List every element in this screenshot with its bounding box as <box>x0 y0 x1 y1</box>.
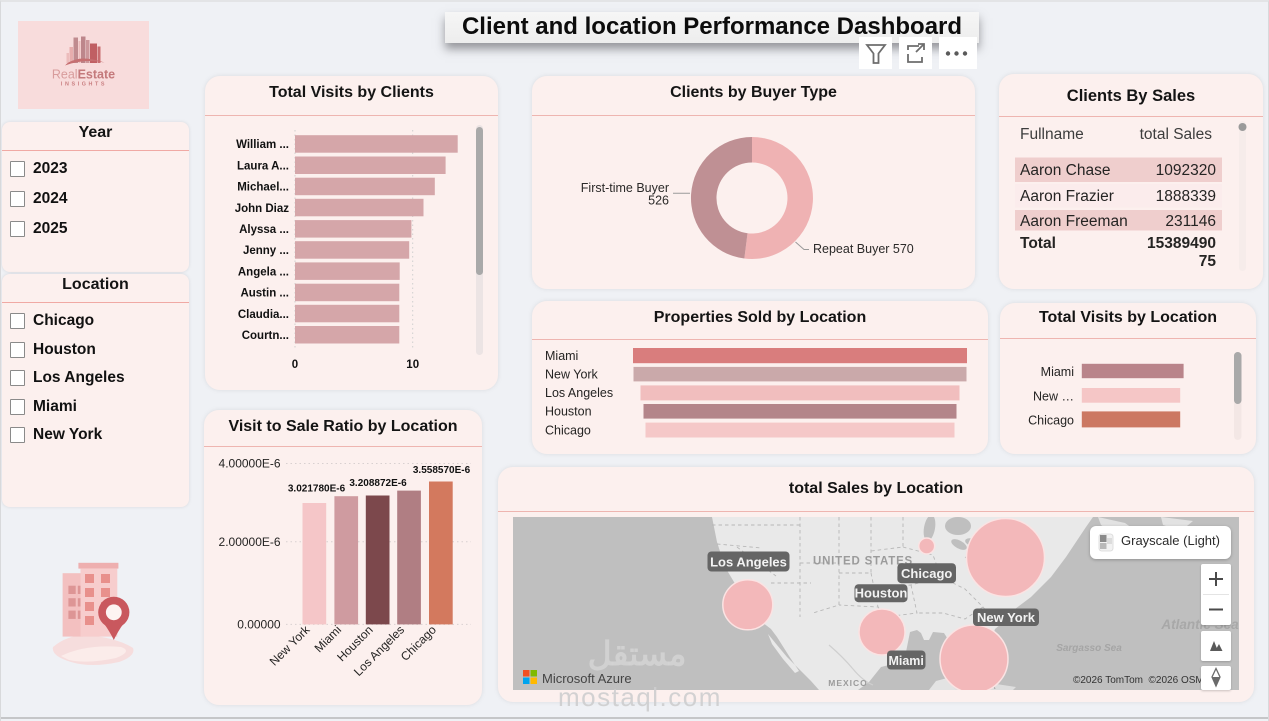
svg-text:Alyssa ...: Alyssa ... <box>239 224 289 236</box>
svg-text:Miami: Miami <box>545 349 578 363</box>
svg-text:1888339: 1888339 <box>1156 188 1216 205</box>
svg-text:William ...: William ... <box>236 139 289 151</box>
svg-text:MEXICO: MEXICO <box>828 678 868 688</box>
svg-text:15389490: 15389490 <box>1147 235 1216 252</box>
svg-text:Repeat Buyer 570: Repeat Buyer 570 <box>813 242 914 256</box>
svg-text:INSIGHTS: INSIGHTS <box>61 82 107 88</box>
svg-text:Jenny ...: Jenny ... <box>243 245 289 257</box>
svg-text:Michael...: Michael... <box>237 182 289 194</box>
svg-text:Houston: Houston <box>545 405 592 419</box>
svg-text:New York: New York <box>977 610 1036 625</box>
svg-text:Microsoft Azure: Microsoft Azure <box>542 671 632 686</box>
svg-text:Angela ...: Angela ... <box>238 266 289 278</box>
svg-text:Houston: Houston <box>855 586 908 601</box>
svg-text:total Sales: total Sales <box>1140 126 1213 143</box>
svg-text:Aaron Chase: Aaron Chase <box>1020 162 1110 179</box>
svg-text:0.00000: 0.00000 <box>237 617 281 631</box>
svg-text:New …: New … <box>1033 389 1074 403</box>
svg-text:75: 75 <box>1199 253 1217 270</box>
svg-text:©2026 TomTom ©2026 OSM Fe: ©2026 TomTom ©2026 OSM Fe <box>1073 675 1221 686</box>
svg-text:Miami: Miami <box>888 654 923 668</box>
svg-text:Claudia...: Claudia... <box>238 309 289 321</box>
svg-text:Austin ...: Austin ... <box>240 288 289 300</box>
svg-text:Aaron Freeman: Aaron Freeman <box>1020 213 1128 230</box>
svg-text:231146: 231146 <box>1165 213 1216 230</box>
svg-text:4.00000E-6: 4.00000E-6 <box>219 457 281 471</box>
svg-text:3.021780E-6: 3.021780E-6 <box>288 484 346 495</box>
svg-text:Chicago: Chicago <box>398 622 439 663</box>
svg-text:Aaron Frazier: Aaron Frazier <box>1020 188 1114 205</box>
svg-text:3.558570E-6: 3.558570E-6 <box>413 465 471 476</box>
svg-text:UNITED STATES: UNITED STATES <box>813 556 913 568</box>
svg-text:Chicago: Chicago <box>1028 413 1074 427</box>
svg-text:RealEstate: RealEstate <box>52 68 115 82</box>
svg-text:Chicago: Chicago <box>901 566 952 581</box>
svg-text:1092320: 1092320 <box>1156 162 1217 179</box>
svg-text:First-time Buyer: First-time Buyer <box>581 181 669 195</box>
svg-text:Courtn...: Courtn... <box>242 330 289 342</box>
svg-text:526: 526 <box>648 194 669 208</box>
svg-text:Chicago: Chicago <box>545 423 591 437</box>
svg-text:Fullname: Fullname <box>1020 126 1084 143</box>
svg-text:John Diaz: John Diaz <box>235 203 290 215</box>
svg-text:3.208872E-6: 3.208872E-6 <box>349 478 407 489</box>
svg-text:Total: Total <box>1020 235 1056 252</box>
svg-text:Miami: Miami <box>1041 365 1074 379</box>
svg-text:2.00000E-6: 2.00000E-6 <box>219 535 281 549</box>
svg-text:Sargasso Sea: Sargasso Sea <box>1056 643 1122 654</box>
svg-text:Los Angeles: Los Angeles <box>545 386 613 400</box>
svg-text:Laura A...: Laura A... <box>237 160 289 172</box>
svg-text:0: 0 <box>292 359 298 371</box>
svg-text:Los Angeles: Los Angeles <box>710 554 787 569</box>
svg-text:10: 10 <box>406 359 419 371</box>
svg-text:New York: New York <box>545 367 599 381</box>
